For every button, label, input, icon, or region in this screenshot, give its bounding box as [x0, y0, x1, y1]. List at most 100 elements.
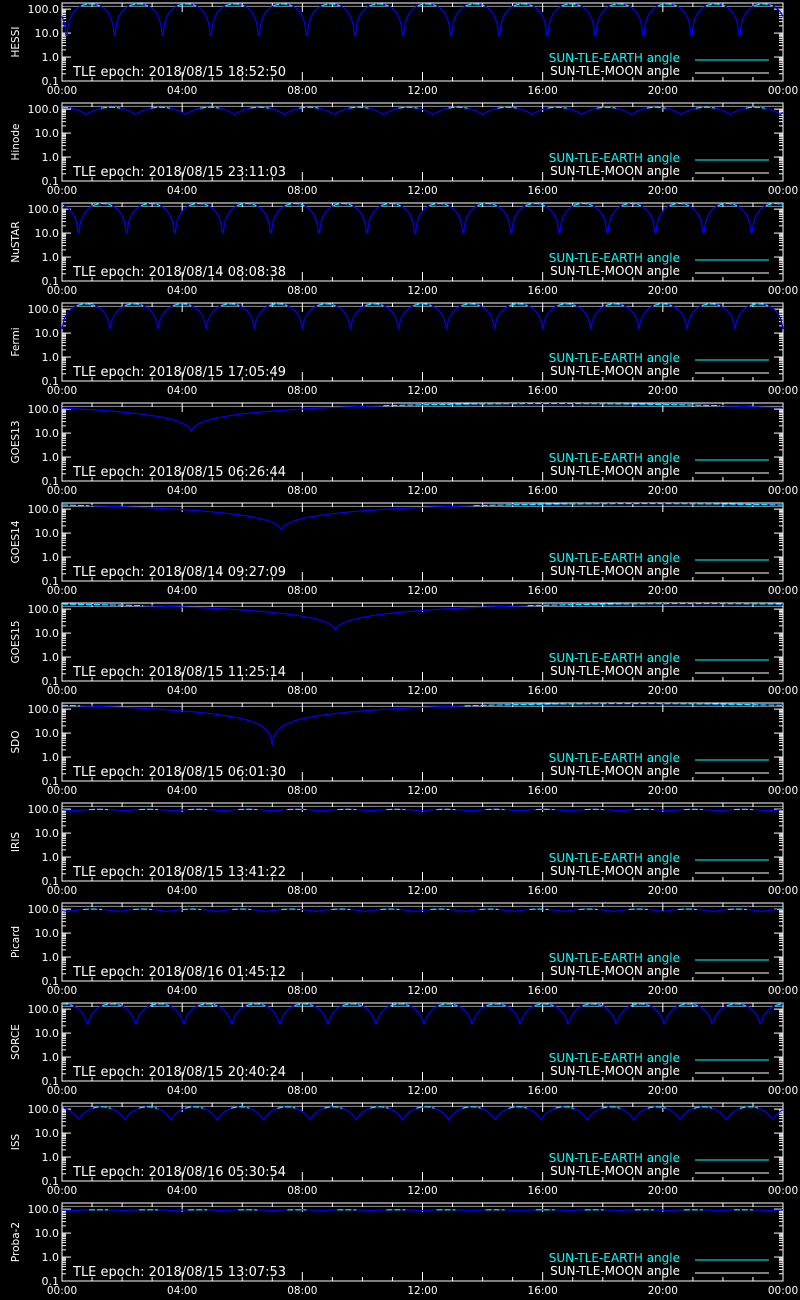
x-tick-label: 04:00 — [167, 1285, 197, 1297]
x-tick-label: 08:00 — [287, 85, 317, 97]
x-tick-label: 12:00 — [407, 1285, 437, 1297]
x-tick-label: 16:00 — [528, 1085, 558, 1097]
legend-label: SUN-TLE-EARTH angle — [549, 751, 680, 765]
x-tick-label: 16:00 — [528, 85, 558, 97]
y-tick-label: 100.0 — [28, 1103, 60, 1116]
legend-label: SUN-TLE-MOON angle — [550, 164, 680, 178]
y-tick-label: 10.0 — [35, 327, 60, 340]
x-tick-label: 12:00 — [407, 1185, 437, 1197]
x-tick-label: 04:00 — [167, 385, 197, 397]
y-tick-label: 100.0 — [28, 303, 60, 316]
sun-earth-angle-curve — [61, 1106, 784, 1122]
y-tick-label: 10.0 — [35, 427, 60, 440]
y-tick-label: 100.0 — [28, 803, 60, 816]
x-tick-label: 04:00 — [167, 585, 197, 597]
y-tick-label: 10.0 — [35, 1227, 60, 1240]
y-tick-label: 100.0 — [28, 603, 60, 616]
x-tick-label: 00:00 — [47, 885, 77, 897]
y-tick-label: 1.0 — [42, 1051, 60, 1064]
tle-epoch-label: TLE epoch: 2018/08/15 23:11:03 — [72, 165, 286, 180]
sun-earth-angle-highlight — [61, 503, 783, 507]
x-tick-label: 20:00 — [648, 885, 678, 897]
tle-epoch-label: TLE epoch: 2018/08/16 01:45:12 — [72, 965, 286, 980]
x-tick-label: 00:00 — [768, 285, 798, 297]
x-tick-label: 08:00 — [287, 1285, 317, 1297]
x-tick-label: 12:00 — [407, 885, 437, 897]
y-tick-label: 100.0 — [28, 403, 60, 416]
satellite-name: SORCE — [10, 1024, 22, 1060]
x-tick-label: 08:00 — [287, 985, 317, 997]
tle-epoch-label: TLE epoch: 2018/08/14 09:27:09 — [72, 565, 286, 580]
y-tick-label: 1.0 — [42, 1251, 60, 1264]
x-tick-label: 08:00 — [287, 385, 317, 397]
x-tick-label: 08:00 — [287, 585, 317, 597]
legend-label: SUN-TLE-EARTH angle — [549, 351, 680, 365]
x-tick-label: 04:00 — [167, 685, 197, 697]
y-tick-label: 0.1 — [42, 175, 60, 188]
tle-epoch-label: TLE epoch: 2018/08/14 08:08:38 — [72, 265, 286, 280]
y-tick-label: 1.0 — [42, 851, 60, 864]
x-tick-label: 04:00 — [167, 485, 197, 497]
x-tick-label: 16:00 — [528, 885, 558, 897]
x-tick-label: 00:00 — [768, 485, 798, 497]
panel-iris: 100.010.01.00.100:00 04:00 08:00 12:00 16:00… — [10, 802, 798, 897]
x-tick-label: 00:00 — [47, 785, 77, 797]
x-tick-label: 20:00 — [648, 385, 678, 397]
x-tick-label: 12:00 — [407, 985, 437, 997]
legend-label: SUN-TLE-MOON angle — [550, 1264, 680, 1278]
x-tick-label: 08:00 — [287, 1085, 317, 1097]
y-tick-label: 100.0 — [28, 1203, 60, 1216]
x-tick-label: 16:00 — [528, 585, 558, 597]
legend-label: SUN-TLE-MOON angle — [550, 564, 680, 578]
x-tick-label: 20:00 — [648, 1085, 678, 1097]
y-tick-label: 0.1 — [42, 375, 60, 388]
y-tick-label: 100.0 — [28, 903, 60, 916]
y-tick-label: 10.0 — [35, 1027, 60, 1040]
x-tick-label: 12:00 — [407, 185, 437, 197]
y-tick-label: 1.0 — [42, 251, 60, 264]
x-tick-label: 20:00 — [648, 1185, 678, 1197]
x-tick-label: 16:00 — [528, 685, 558, 697]
legend-label: SUN-TLE-EARTH angle — [549, 51, 680, 65]
x-tick-label: 04:00 — [167, 885, 197, 897]
x-tick-label: 16:00 — [528, 785, 558, 797]
y-tick-label: 10.0 — [35, 827, 60, 840]
x-tick-label: 20:00 — [648, 585, 678, 597]
legend-label: SUN-TLE-MOON angle — [550, 764, 680, 778]
satellite-name: GOES14 — [10, 520, 22, 563]
panel-fermi: 100.010.01.00.100:00 04:00 08:00 12:00 16:00… — [10, 302, 798, 397]
x-tick-label: 04:00 — [167, 1085, 197, 1097]
satellite-name: IRIS — [10, 832, 22, 852]
sun-earth-angle-curve — [62, 1209, 783, 1211]
y-tick-label: 10.0 — [35, 727, 60, 740]
x-tick-label: 08:00 — [287, 685, 317, 697]
x-tick-label: 20:00 — [648, 1285, 678, 1297]
x-tick-label: 00:00 — [47, 985, 77, 997]
x-tick-label: 00:00 — [768, 685, 798, 697]
x-tick-label: 00:00 — [47, 385, 77, 397]
tle-epoch-label: TLE epoch: 2018/08/15 06:26:44 — [72, 465, 286, 480]
x-tick-label: 20:00 — [648, 785, 678, 797]
y-tick-label: 0.1 — [42, 575, 60, 588]
y-tick-label: 0.1 — [42, 75, 60, 88]
x-tick-label: 16:00 — [528, 285, 558, 297]
x-tick-label: 00:00 — [768, 585, 798, 597]
panel-goes14: 100.010.01.00.100:00 04:00 08:00 12:00 16:00… — [10, 502, 798, 597]
legend-label: SUN-TLE-EARTH angle — [549, 1251, 680, 1265]
sun-earth-angle-curve — [62, 1003, 784, 1025]
satellite-name: GOES15 — [10, 620, 22, 663]
legend-label: SUN-TLE-EARTH angle — [549, 1051, 680, 1065]
x-tick-label: 04:00 — [167, 785, 197, 797]
legend-label: SUN-TLE-MOON angle — [550, 364, 680, 378]
y-tick-label: 100.0 — [28, 1003, 60, 1016]
x-tick-label: 20:00 — [648, 485, 678, 497]
y-tick-label: 0.1 — [42, 975, 60, 988]
x-tick-label: 12:00 — [407, 585, 437, 597]
satellite-name: Fermi — [10, 327, 22, 356]
x-tick-label: 00:00 — [47, 85, 77, 97]
x-tick-label: 04:00 — [167, 285, 197, 297]
panel-hessi: 100.010.01.00.100:00 04:00 08:00 12:00 16:00… — [10, 2, 798, 97]
y-tick-label: 1.0 — [42, 651, 60, 664]
x-tick-label: 12:00 — [407, 685, 437, 697]
